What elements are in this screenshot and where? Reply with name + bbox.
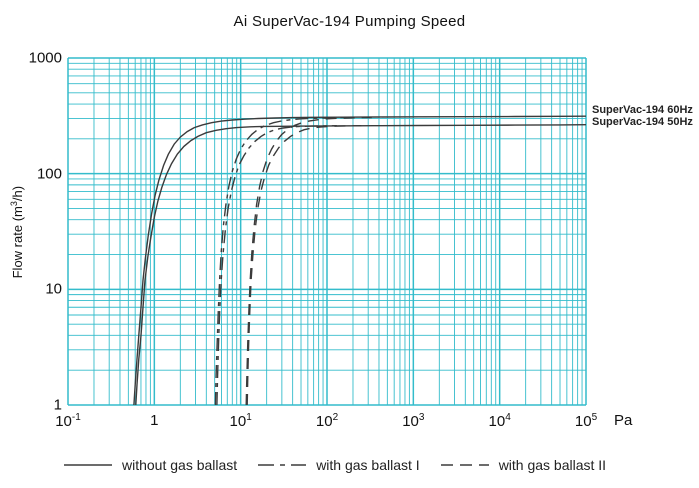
x-tick-10: 101 xyxy=(229,412,252,430)
legend-swatch-solid xyxy=(64,464,112,466)
legend-label: with gas ballast I xyxy=(316,457,420,473)
legend-item-dashdot: with gas ballast I xyxy=(257,457,420,473)
x-tick-0.1: 10-1 xyxy=(55,412,81,430)
x-tick-100000: 105 xyxy=(574,412,598,430)
legend-swatch-dashed xyxy=(440,464,489,466)
legend-item-dashed: with gas ballast II xyxy=(440,457,606,473)
legend-item-solid: without gas ballast xyxy=(63,457,237,473)
curve-label-50hz: SuperVac-194 50Hz xyxy=(592,116,693,128)
y-tick-100: 100 xyxy=(36,165,62,183)
legend-label: with gas ballast II xyxy=(498,457,607,473)
legend-swatch-dashdot xyxy=(258,464,307,466)
curve-3-dashdot xyxy=(216,125,337,406)
curve-2-dashdot xyxy=(214,116,354,406)
x-tick-100: 102 xyxy=(315,412,339,430)
y-tick-1000: 1000 xyxy=(28,49,62,67)
chart-title: Ai SuperVac-194 Pumping Speed xyxy=(233,13,466,30)
legend-label: without gas ballast xyxy=(122,457,238,473)
curve-label-60hz: SuperVac-194 60Hz xyxy=(592,104,693,116)
x-tick-1000: 103 xyxy=(402,412,425,430)
x-tick-1: 1 xyxy=(150,412,159,429)
curve-1-solid xyxy=(135,124,587,406)
x-axis-unit: Pa xyxy=(614,412,633,429)
curve-5-dashed xyxy=(246,125,362,406)
curve-0-solid xyxy=(133,115,587,406)
y-tick-1: 1 xyxy=(53,396,62,414)
y-tick-10: 10 xyxy=(45,280,62,298)
x-tick-10000: 104 xyxy=(488,412,511,430)
legend: without gas ballast with gas ballast I wit… xyxy=(63,457,626,473)
curve-4-dashed xyxy=(245,116,372,406)
